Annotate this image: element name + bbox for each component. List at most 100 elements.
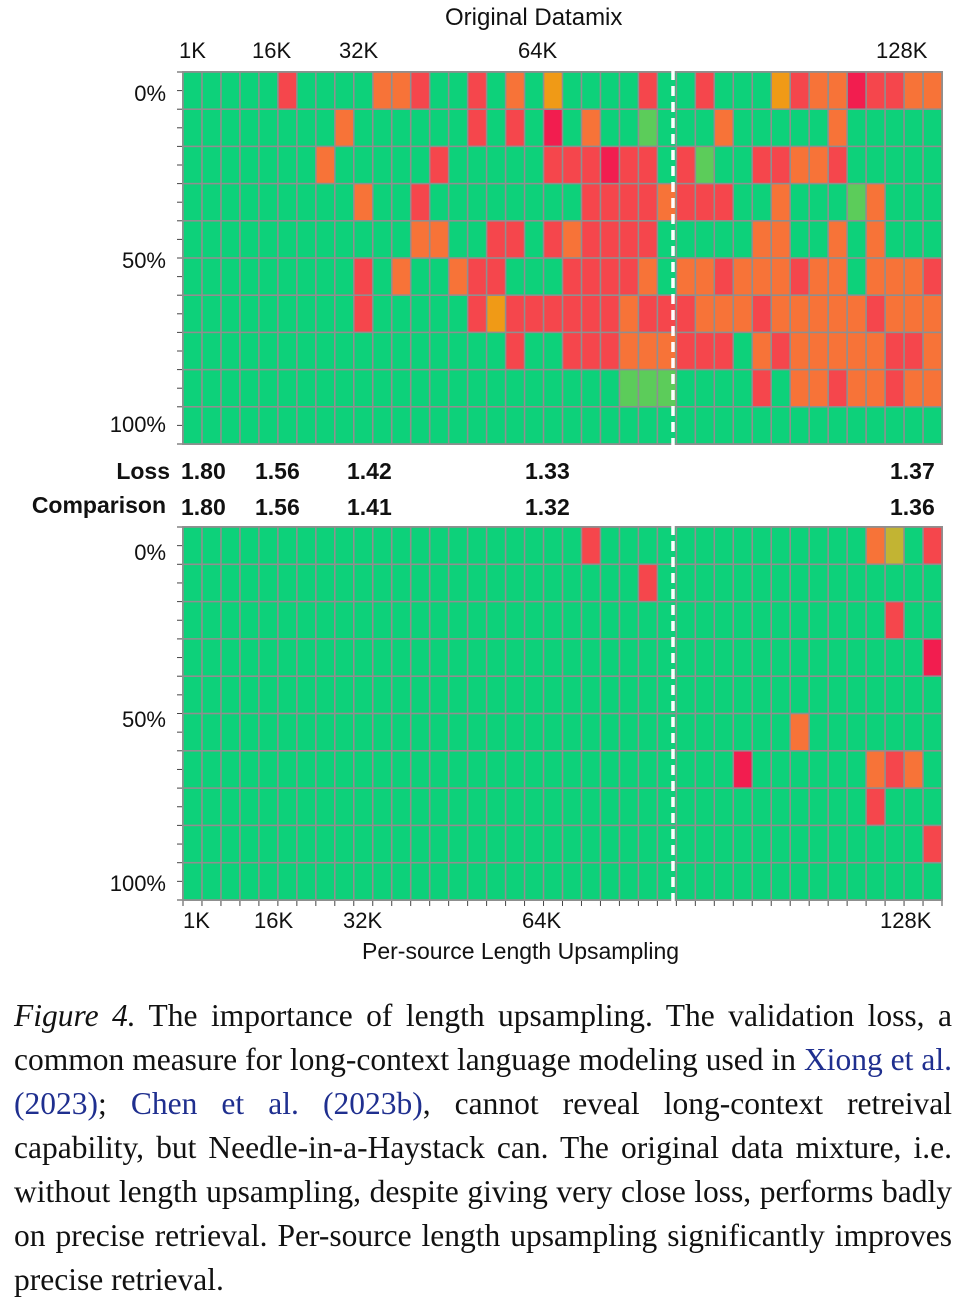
heatmap-cell	[259, 258, 278, 295]
heatmap-cell	[791, 826, 809, 862]
heatmap-cell	[449, 221, 467, 258]
heatmap-cell	[202, 639, 221, 676]
heatmap-cell	[183, 602, 202, 639]
heatmap-cell	[677, 370, 695, 406]
heatmap-cell	[772, 602, 790, 639]
heatmap-cell	[354, 221, 372, 258]
heatmap-cell	[904, 602, 923, 639]
citation-xiong-2023[interactable]: Xiong et al. (2023)	[14, 1042, 953, 1121]
heatmap-cell	[715, 147, 733, 183]
heatmap-cell	[582, 221, 600, 258]
heatmap-cell	[866, 296, 885, 332]
heatmap-cell	[430, 639, 448, 676]
heatmap-cell	[335, 751, 353, 788]
heatmap-cell	[620, 333, 638, 369]
heatmap-cell	[183, 751, 202, 788]
heatmap-cell	[297, 370, 316, 406]
heatmap-cell	[696, 677, 714, 713]
heatmap-cell	[866, 110, 885, 146]
heatmap-cell	[335, 221, 353, 258]
heatmap-cell	[525, 602, 543, 639]
heatmap-cell	[696, 147, 714, 183]
heatmap-cell	[544, 221, 562, 258]
heatmap-cell	[278, 110, 297, 146]
heatmap-cell	[449, 296, 467, 332]
heatmap-cell	[544, 110, 562, 146]
heatmap-cell	[677, 184, 695, 220]
heatmap-cell	[202, 565, 221, 601]
heatmap-cell	[734, 184, 752, 220]
heatmap-cell	[449, 184, 467, 220]
heatmap-cell	[411, 72, 429, 109]
heatmap-cell	[221, 184, 240, 220]
heatmap-cell	[316, 407, 335, 444]
heatmap-cell	[620, 258, 638, 295]
heatmap-cell	[259, 788, 278, 825]
heatmap-cell	[582, 826, 600, 862]
heatmap-cell	[772, 788, 790, 825]
heatmap-cell	[392, 184, 410, 220]
heatmap-cell	[620, 714, 638, 750]
bottom-y-tick-100: 100%	[109, 871, 166, 896]
heatmap-cell	[582, 258, 600, 295]
heatmap-cell	[809, 407, 828, 444]
heatmap-cell	[601, 639, 619, 676]
heatmap-cell	[525, 863, 543, 900]
heatmap-cell	[183, 565, 202, 601]
heatmap-cell	[449, 677, 467, 713]
heatmap-cell	[582, 751, 600, 788]
heatmap-cell	[885, 639, 904, 676]
heatmap-cell	[847, 221, 866, 258]
heatmap-cell	[354, 788, 372, 825]
heatmap-cell	[221, 333, 240, 369]
heatmap-cell	[904, 370, 923, 406]
heatmap-cell	[715, 527, 733, 564]
heatmap-cell	[354, 751, 372, 788]
heatmap-cell	[449, 714, 467, 750]
heatmap-cell	[639, 221, 657, 258]
heatmap-cell	[809, 677, 828, 713]
comparison-value-16k: 1.56	[255, 494, 300, 520]
heatmap-cell	[525, 527, 543, 564]
heatmap-cell	[240, 296, 259, 332]
heatmap-cell	[373, 714, 391, 750]
heatmap-cell	[411, 751, 429, 788]
heatmap-cell	[582, 296, 600, 332]
heatmap-cell	[354, 184, 372, 220]
heatmap-cell	[847, 333, 866, 369]
heatmap-cell	[923, 221, 942, 258]
heatmap-cell	[411, 258, 429, 295]
heatmap-cell	[828, 407, 847, 444]
heatmap-cell	[392, 258, 410, 295]
heatmap-cell	[506, 602, 524, 639]
heatmap-cell	[658, 110, 676, 146]
heatmap-cell	[753, 296, 771, 332]
heatmap-cell	[696, 565, 714, 601]
heatmap-cell	[525, 565, 543, 601]
heatmap-cell	[297, 333, 316, 369]
heatmap-cell	[335, 639, 353, 676]
heatmap-cell	[411, 788, 429, 825]
heatmap-cell	[809, 258, 828, 295]
heatmap-cell	[582, 110, 600, 146]
heatmap-cell	[828, 565, 847, 601]
heatmap-cell	[563, 602, 581, 639]
heatmap-cell	[487, 788, 505, 825]
heatmap-cell	[202, 407, 221, 444]
heatmap-cell	[354, 527, 372, 564]
citation-chen-2023b[interactable]: Chen et al. (2023b)	[130, 1086, 423, 1121]
heatmap-cell	[544, 184, 562, 220]
heatmap-cell	[278, 296, 297, 332]
heatmap-cell	[487, 863, 505, 900]
heatmap-cell	[278, 788, 297, 825]
heatmap-cell	[373, 370, 391, 406]
heatmap-cell	[468, 407, 486, 444]
heatmap-cell	[866, 565, 885, 601]
heatmap-cell	[791, 863, 809, 900]
heatmap-cell	[278, 714, 297, 750]
heatmap-cell	[468, 826, 486, 862]
heatmap-cell	[772, 565, 790, 601]
bottom-x-tick-128k: 128K	[880, 908, 932, 933]
heatmap-cell	[392, 677, 410, 713]
heatmap-cell	[828, 147, 847, 183]
